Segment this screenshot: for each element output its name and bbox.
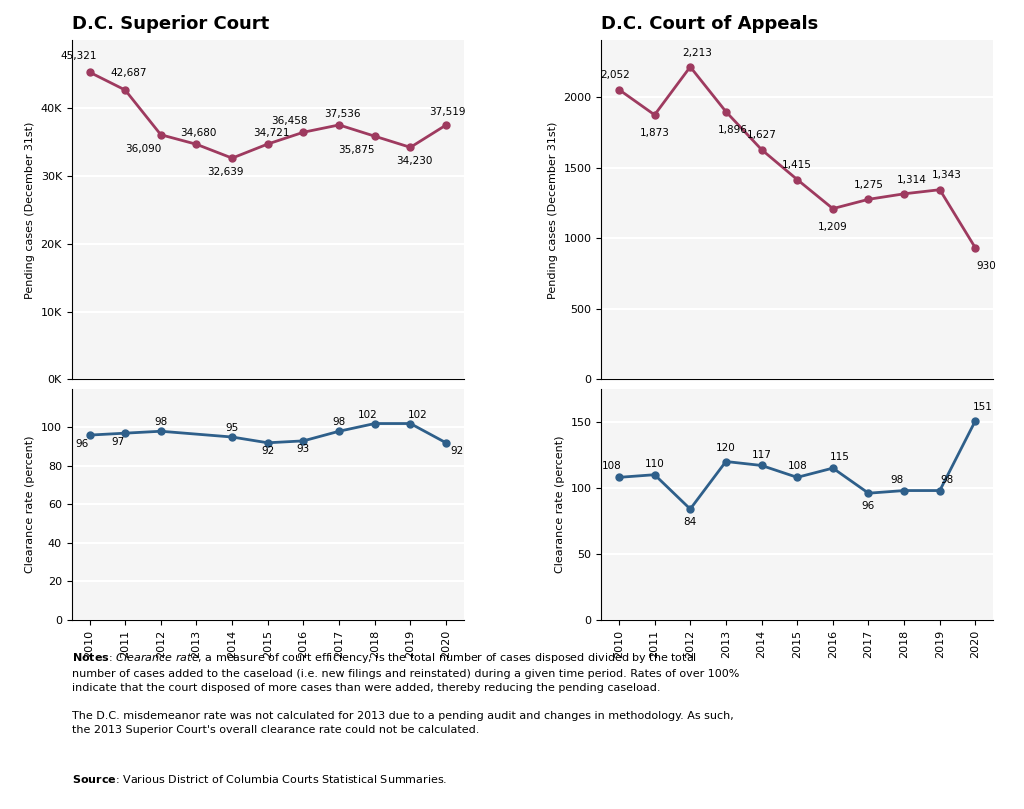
Text: 120: 120 <box>716 443 736 453</box>
Text: 36,090: 36,090 <box>125 144 161 154</box>
Text: 102: 102 <box>357 410 378 420</box>
Text: 34,680: 34,680 <box>180 128 216 138</box>
Text: 1,275: 1,275 <box>854 180 884 190</box>
Text: 1,415: 1,415 <box>782 160 812 170</box>
Text: D.C. Court of Appeals: D.C. Court of Appeals <box>601 15 818 33</box>
Text: 1,314: 1,314 <box>896 175 927 184</box>
Text: D.C. Superior Court: D.C. Superior Court <box>72 15 269 33</box>
Text: 102: 102 <box>408 410 427 420</box>
Text: 34,721: 34,721 <box>253 128 290 138</box>
Text: 96: 96 <box>862 501 876 511</box>
Text: 108: 108 <box>787 461 807 472</box>
Text: 151: 151 <box>973 402 992 412</box>
Text: 1,343: 1,343 <box>932 171 962 180</box>
Text: $\bf{Notes}$: $\it{Clearance\ rate}$, a measure of court efficiency, is the tota: $\bf{Notes}$: $\it{Clearance\ rate}$, a … <box>72 651 739 735</box>
Text: 95: 95 <box>225 423 239 434</box>
Y-axis label: Clearance rate (percent): Clearance rate (percent) <box>555 436 565 573</box>
Text: 110: 110 <box>645 459 665 468</box>
Text: 96: 96 <box>76 438 89 449</box>
Text: 34,230: 34,230 <box>395 156 432 167</box>
Text: 97: 97 <box>112 437 125 447</box>
Text: 98: 98 <box>155 417 168 427</box>
Text: 92: 92 <box>261 447 274 456</box>
Text: 930: 930 <box>976 261 996 271</box>
Text: 2,213: 2,213 <box>682 48 713 57</box>
Y-axis label: Pending cases (December 31st): Pending cases (December 31st) <box>25 121 35 299</box>
Text: 1,896: 1,896 <box>718 125 748 135</box>
Text: 32,639: 32,639 <box>207 167 244 177</box>
Text: $\bf{Source}$: Various District of Columbia Courts Statistical Summaries.: $\bf{Source}$: Various District of Colum… <box>72 773 446 785</box>
Text: 37,536: 37,536 <box>325 108 360 119</box>
Text: 35,875: 35,875 <box>339 145 375 155</box>
Text: 42,687: 42,687 <box>111 69 147 78</box>
Text: 36,458: 36,458 <box>271 116 307 126</box>
Y-axis label: Pending cases (December 31st): Pending cases (December 31st) <box>548 121 558 299</box>
Text: 115: 115 <box>830 452 850 462</box>
Text: 117: 117 <box>752 450 771 460</box>
Text: 108: 108 <box>602 461 622 472</box>
Text: 98: 98 <box>940 475 953 485</box>
Text: 93: 93 <box>297 444 310 455</box>
Text: 92: 92 <box>451 447 463 456</box>
Text: 84: 84 <box>684 517 697 527</box>
Text: 2,052: 2,052 <box>600 70 630 80</box>
Text: 1,209: 1,209 <box>818 222 848 232</box>
Y-axis label: Clearance rate (percent): Clearance rate (percent) <box>26 436 36 573</box>
Text: 98: 98 <box>333 417 346 427</box>
Text: 1,873: 1,873 <box>640 128 670 138</box>
Text: 1,627: 1,627 <box>746 130 776 140</box>
Text: 98: 98 <box>891 475 903 485</box>
Text: 45,321: 45,321 <box>60 51 97 61</box>
Text: 37,519: 37,519 <box>429 107 466 116</box>
